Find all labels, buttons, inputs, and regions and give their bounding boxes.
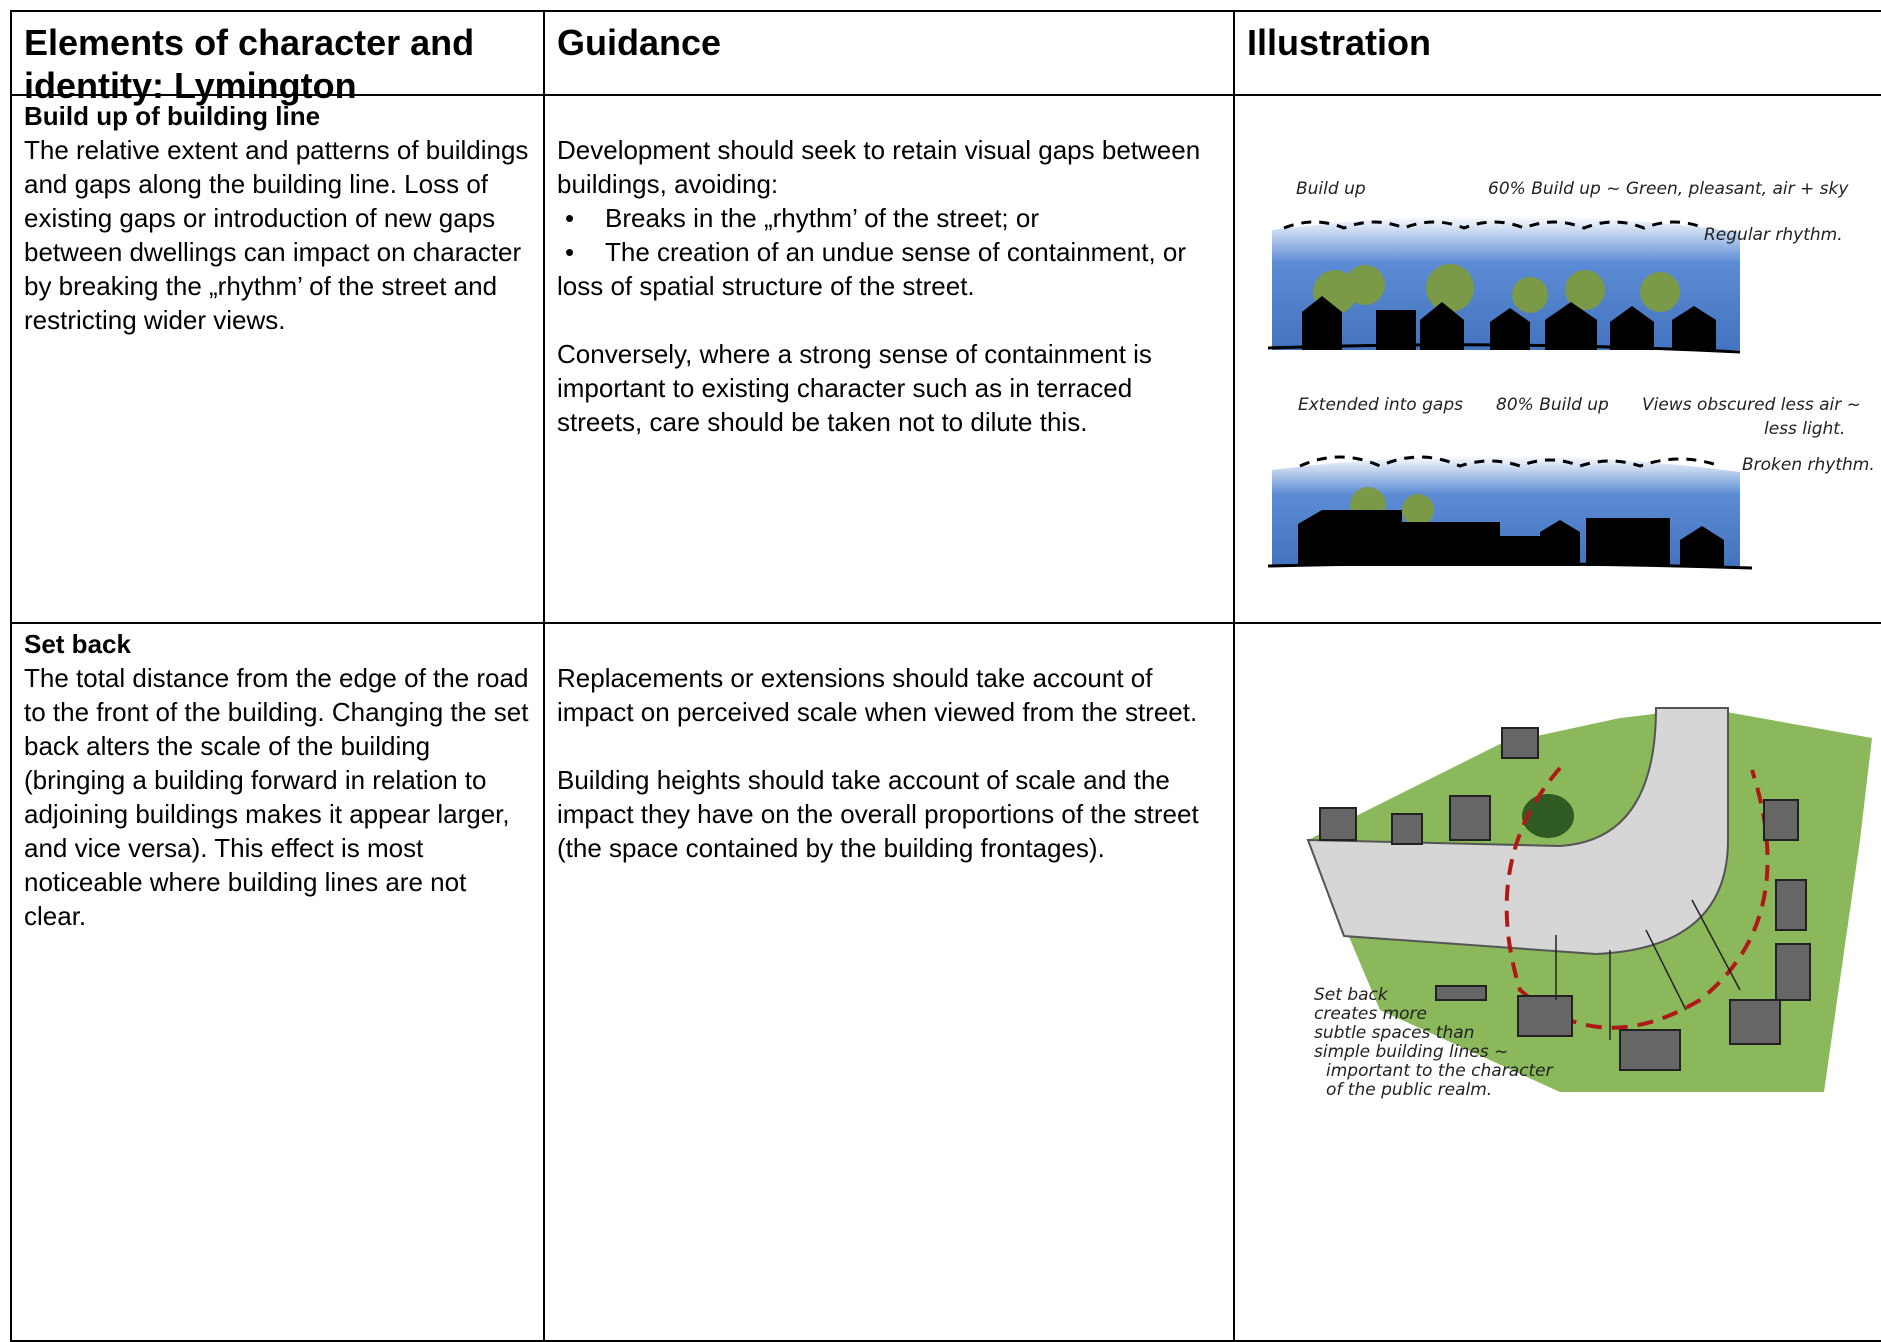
row-title: Build up of building line: [24, 101, 321, 131]
sketch-label: Set back: [1314, 985, 1389, 1005]
sketch-label: Extended into gaps: [1298, 395, 1463, 415]
element-cell: Set back The total distance from the edg…: [10, 622, 545, 1342]
sketch-label: 80% Build up: [1496, 395, 1609, 415]
sketch-label: simple building lines ~: [1314, 1042, 1508, 1062]
build-up-sketch: [1267, 215, 1741, 354]
guidance-text: Replacements or extensions should take a…: [557, 663, 1198, 727]
sketch-label: subtle spaces than: [1314, 1023, 1474, 1043]
sketch-label: less light.: [1764, 419, 1845, 439]
guidance-text: Building heights should take account of …: [557, 765, 1199, 863]
extended-sketch: [1267, 455, 1753, 570]
header-cell: Elements of character and identity: Lymi…: [10, 10, 545, 106]
bullet: • The creation of an undue sense of conta…: [557, 237, 1187, 301]
row-description: The relative extent and patterns of buil…: [24, 135, 529, 335]
bullet-text: Breaks in the „rhythm’ of the street; or: [605, 203, 1039, 233]
guidance-text: Development should seek to retain visual…: [557, 135, 1201, 199]
set-back-sketch: [1306, 707, 1872, 1092]
guidance-cell: Replacements or extensions should take a…: [543, 622, 1235, 1342]
sketch-label: Regular rhythm.: [1704, 225, 1843, 245]
header-text: Guidance: [557, 22, 722, 63]
bullet: • Breaks in the „rhythm’ of the street; o…: [565, 203, 1039, 233]
sketch-label: Build up: [1296, 179, 1366, 199]
element-cell: Build up of building line The relative e…: [10, 94, 545, 624]
row-title: Set back: [24, 629, 131, 659]
header-text: Illustration: [1247, 22, 1432, 63]
bullet-text: The creation of an undue sense of contai…: [557, 237, 1187, 301]
sketch-label: 60% Build up ~ Green, pleasant, air + sk…: [1488, 179, 1849, 199]
sketch-label: Broken rhythm.: [1742, 455, 1875, 475]
sketch-label: creates more: [1314, 1004, 1427, 1024]
guidance-text: Conversely, where a strong sense of cont…: [557, 339, 1152, 437]
sketch-label: of the public realm.: [1326, 1080, 1492, 1100]
sketch-label: important to the character: [1326, 1061, 1554, 1081]
header-text: Elements of character and identity: Lymi…: [24, 22, 475, 106]
row-description: The total distance from the edge of the …: [24, 663, 529, 931]
sketch-label: Views obscured less air ~: [1642, 395, 1861, 415]
